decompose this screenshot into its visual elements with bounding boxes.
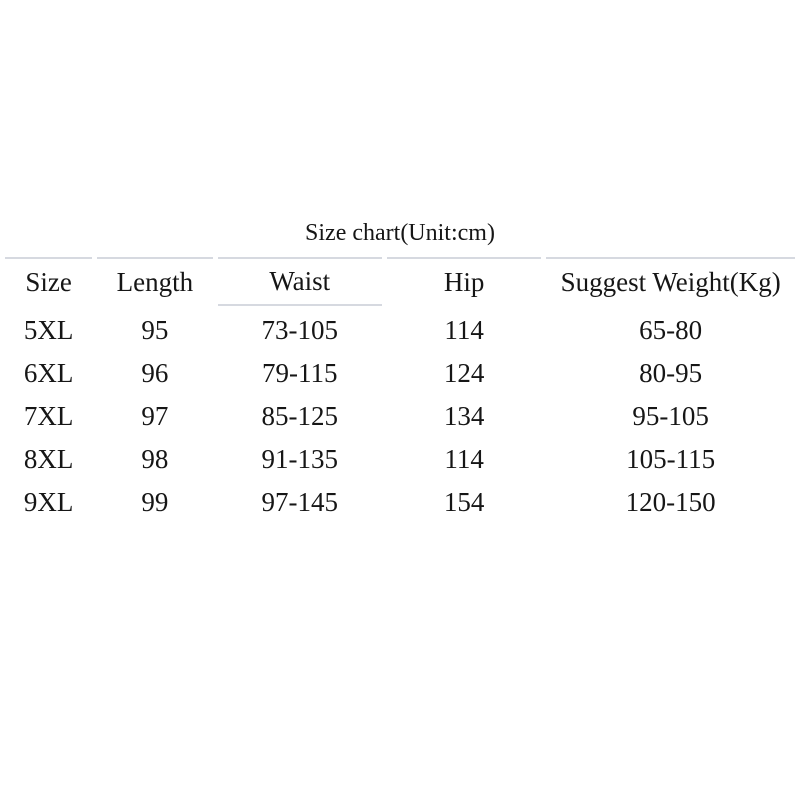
table-cell-6xl-suggest-weight-kg: 80-95 <box>639 357 703 388</box>
column-header-length: Length <box>97 257 213 306</box>
table-cell-6xl-length: 96 <box>141 357 169 388</box>
table-cell-9xl-length: 99 <box>141 486 169 517</box>
table-cell-8xl-hip: 114 <box>444 443 484 474</box>
table-cell-8xl-length: 98 <box>141 443 169 474</box>
table-cell-8xl-size: 8XL <box>23 443 74 474</box>
table-cell-5xl-waist: 73-105 <box>261 314 338 345</box>
column-header-waist: Waist <box>217 257 382 306</box>
column-header-hip: Hip <box>386 257 542 306</box>
column-header-size: Size <box>5 257 93 306</box>
table-body: 5XL 95 73-105 114 65-80 6XL 96 79-115 124 80-95 7X… <box>5 311 795 521</box>
table-cell-7xl-size: 7XL <box>23 400 74 431</box>
table-cell-8xl-waist: 91-135 <box>261 443 338 474</box>
table-cell-8xl-suggest-weight-kg: 105-115 <box>626 443 716 474</box>
table-cell-6xl-hip: 124 <box>443 357 485 388</box>
table-cell-5xl-hip: 114 <box>444 314 484 345</box>
size-chart-title: Size chart(Unit:cm) <box>305 220 495 246</box>
table-cell-9xl-hip: 154 <box>443 486 485 517</box>
table-cell-9xl-suggest-weight-kg: 120-150 <box>625 486 716 517</box>
table-cell-7xl-suggest-weight-kg: 95-105 <box>632 400 709 431</box>
table-cell-6xl-size: 6XL <box>23 357 74 388</box>
table-cell-7xl-hip: 134 <box>443 400 485 431</box>
table-cell-5xl-length: 95 <box>141 314 169 345</box>
table-cell-9xl-size: 9XL <box>23 486 74 517</box>
table-cell-5xl-suggest-weight-kg: 65-80 <box>639 314 703 345</box>
table-cell-7xl-waist: 85-125 <box>261 400 338 431</box>
size-chart-table: Size Length Waist Hip Suggest Weight(Kg) 5XL… <box>0 252 800 526</box>
column-header-suggest-weight-kg: Suggest Weight(Kg) <box>546 257 795 306</box>
table-cell-7xl-length: 97 <box>141 400 169 431</box>
table-header: Size Length Waist Hip Suggest Weight(Kg) <box>5 257 795 306</box>
table-row-6xl: 6XL 96 79-115 124 80-95 <box>5 354 795 392</box>
table-row-9xl: 9XL 99 97-145 154 120-150 <box>5 483 795 521</box>
table-header-row: Size Length Waist Hip Suggest Weight(Kg) <box>5 257 795 306</box>
table-row-7xl: 7XL 97 85-125 134 95-105 <box>5 397 795 435</box>
table-row-8xl: 8XL 98 91-135 114 105-115 <box>5 440 795 478</box>
table-row-5xl: 5XL 95 73-105 114 65-80 <box>5 311 795 349</box>
table-cell-9xl-waist: 97-145 <box>261 486 338 517</box>
table-cell-5xl-size: 5XL <box>23 314 74 345</box>
table-cell-6xl-waist: 79-115 <box>261 357 338 388</box>
